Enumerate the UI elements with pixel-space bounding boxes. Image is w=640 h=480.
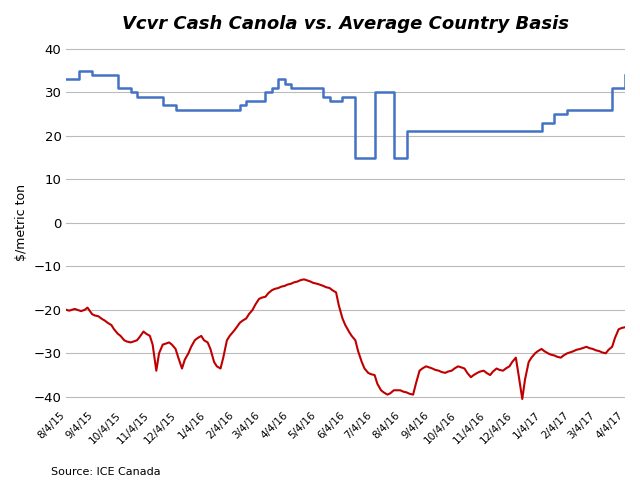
Text: Source: ICE Canada: Source: ICE Canada (51, 467, 161, 477)
Y-axis label: $/metric ton: $/metric ton (15, 184, 28, 261)
Title: Vcvr Cash Canola vs. Average Country Basis: Vcvr Cash Canola vs. Average Country Bas… (122, 15, 569, 33)
